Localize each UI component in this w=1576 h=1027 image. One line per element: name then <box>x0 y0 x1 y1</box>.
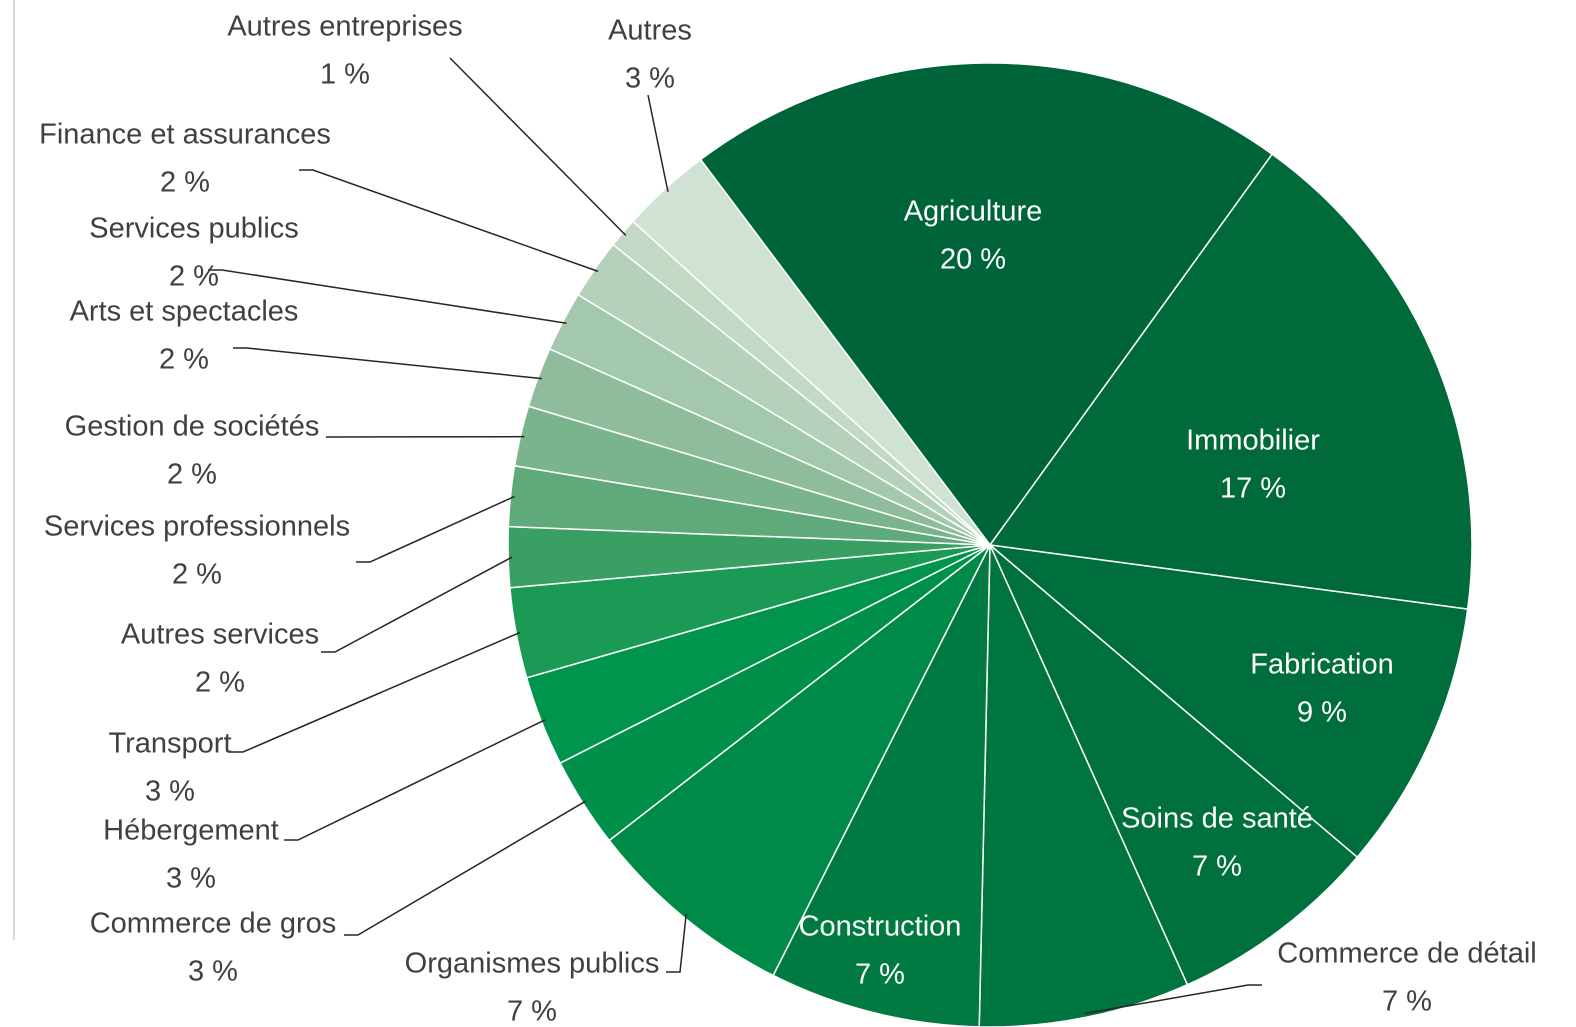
slice-label: Immobilier <box>1186 425 1320 457</box>
slice-value: 9 % <box>1297 697 1347 729</box>
slice-value: 3 % <box>145 776 195 808</box>
slice-value: 2 % <box>172 559 222 591</box>
slice-value: 3 % <box>166 863 216 895</box>
slice <box>631 158 991 546</box>
slice-value: 2 % <box>195 667 245 699</box>
slice-value: 2 % <box>160 167 210 199</box>
leader-line <box>299 169 599 273</box>
slice-label: Autres <box>608 15 692 47</box>
slice-label: Services publics <box>89 213 299 245</box>
slice-value: 1 % <box>320 59 370 91</box>
slice-value: 3 % <box>188 956 238 988</box>
leader-line <box>1084 984 1262 1015</box>
slice-value: 7 % <box>507 996 557 1027</box>
leader-line <box>449 57 627 236</box>
leader-line <box>356 495 515 563</box>
slice-value: 17 % <box>1220 473 1286 505</box>
slice-label: Commerce de détail <box>1277 938 1537 970</box>
slice-label: Finance et assurances <box>39 119 331 151</box>
leader-line <box>647 94 669 192</box>
slice-label: Services professionnels <box>44 511 350 543</box>
leader-line <box>666 913 687 973</box>
slice-value: 2 % <box>169 261 219 293</box>
leader-line <box>233 347 542 380</box>
slice-value: 7 % <box>1382 986 1432 1018</box>
leader-line <box>229 631 521 753</box>
slice-value: 3 % <box>625 63 675 95</box>
slice-value: 2 % <box>167 459 217 491</box>
slice-label: Soins de santé <box>1121 803 1313 835</box>
leader-line <box>344 800 587 936</box>
slice-value: 7 % <box>1192 851 1242 883</box>
leader-line <box>208 269 567 324</box>
slice-label: Agriculture <box>904 196 1043 228</box>
slice-label: Hébergement <box>103 815 279 847</box>
slice-value: 7 % <box>855 959 905 991</box>
slice-label: Fabrication <box>1250 649 1393 681</box>
slice <box>608 544 991 977</box>
slice-label: Autres services <box>121 619 319 651</box>
slice-label: Transport <box>108 728 231 760</box>
slice <box>772 544 991 1027</box>
leader-line <box>321 556 513 653</box>
slice-value: 20 % <box>940 244 1006 276</box>
slice-label: Commerce de gros <box>90 908 337 940</box>
slice-label: Gestion de sociétés <box>65 411 320 443</box>
slice-value: 2 % <box>159 344 209 376</box>
slice-label: Organismes publics <box>405 948 660 980</box>
slice <box>988 153 1473 610</box>
slice-label: Construction <box>799 911 962 943</box>
slice <box>989 544 1359 986</box>
slice-label: Arts et spectacles <box>70 296 299 328</box>
slice <box>699 62 1274 547</box>
leader-line <box>284 719 546 841</box>
slice <box>987 543 1469 859</box>
slice-label: Autres entreprises <box>227 11 462 43</box>
